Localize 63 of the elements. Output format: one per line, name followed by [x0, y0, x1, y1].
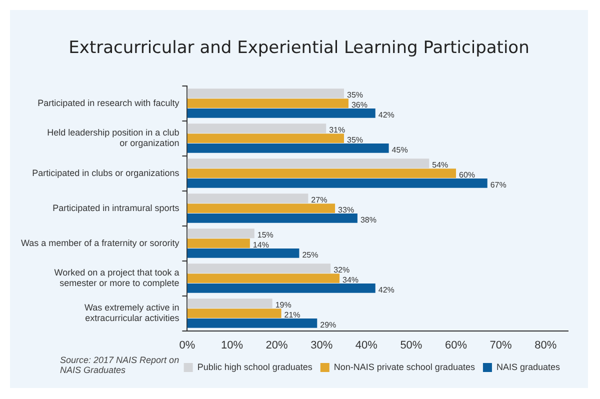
- bar: [187, 108, 376, 118]
- data-label: 45%: [392, 145, 408, 154]
- y-tick-label: Participated in research with faculty: [38, 98, 180, 108]
- x-tick-label: 40%: [355, 339, 378, 352]
- x-tick-label: 50%: [400, 339, 422, 352]
- data-label: 54%: [432, 160, 448, 170]
- bar: [187, 144, 389, 153]
- x-tick-label: 10%: [220, 339, 244, 352]
- y-tick-label: Participated in clubs or organizations: [32, 168, 180, 178]
- data-label: 15%: [257, 230, 274, 240]
- data-label: 42%: [378, 110, 394, 120]
- data-label: 32%: [334, 266, 350, 275]
- legend-label: Non-NAIS private school graduates: [334, 362, 476, 372]
- data-label: 21%: [284, 310, 300, 320]
- data-label: 19%: [275, 300, 292, 310]
- y-tick-label: Participated in intramural sports: [52, 202, 180, 213]
- bar: [187, 264, 331, 274]
- bar: [187, 248, 300, 258]
- data-label: 27%: [311, 196, 328, 205]
- bar: [187, 124, 326, 134]
- bar: [187, 204, 336, 214]
- x-tick-label: 30%: [310, 339, 333, 352]
- bar: [187, 158, 430, 168]
- data-label: 38%: [360, 215, 376, 224]
- legend-label: NAIS graduates: [496, 362, 560, 372]
- bar: [187, 274, 340, 284]
- data-label: 34%: [342, 276, 359, 285]
- x-tick-label: 80%: [534, 339, 557, 352]
- bar: [187, 88, 344, 98]
- chart-title: Extracurricular and Experiential Learning Participation: [68, 38, 530, 58]
- data-label: 60%: [459, 170, 476, 180]
- data-label: 14%: [252, 240, 269, 250]
- x-tick-label: 0%: [179, 339, 196, 352]
- data-label: 31%: [329, 126, 346, 135]
- y-tick-label: Worked on a project that took a semester or more to complete: [54, 267, 180, 288]
- legend-label: Public high school graduates: [197, 362, 313, 372]
- data-label: 35%: [347, 90, 364, 100]
- data-label: 25%: [302, 250, 318, 260]
- x-tick-label: 60%: [444, 339, 468, 352]
- bar: [187, 98, 348, 108]
- bar: [187, 228, 254, 238]
- data-label: 36%: [351, 100, 368, 110]
- source-note: Source: 2017 NAIS Report on NAIS Graduates: [60, 355, 180, 375]
- bar: [187, 168, 456, 178]
- bar: [187, 284, 376, 293]
- data-label: 67%: [490, 180, 506, 190]
- bar: [187, 238, 250, 248]
- bar: [187, 308, 282, 318]
- bar: [187, 134, 344, 144]
- data-label: 35%: [347, 136, 364, 145]
- data-label: 29%: [320, 320, 336, 330]
- bar: [187, 298, 272, 308]
- bar: [187, 318, 318, 328]
- data-label: 42%: [378, 285, 394, 294]
- y-tick-label: Was extremely active in extracurricular activities: [84, 302, 180, 324]
- bar: [187, 178, 488, 188]
- bar: [187, 214, 358, 223]
- bar: [187, 194, 308, 204]
- data-label: 33%: [338, 206, 354, 215]
- y-tick-label: Was a member of a fraternity or sorority: [20, 238, 180, 248]
- x-tick-label: 70%: [490, 339, 512, 352]
- x-tick-label: 20%: [266, 339, 288, 352]
- y-tick-label: Held leadership position in a club or organization: [47, 127, 180, 148]
